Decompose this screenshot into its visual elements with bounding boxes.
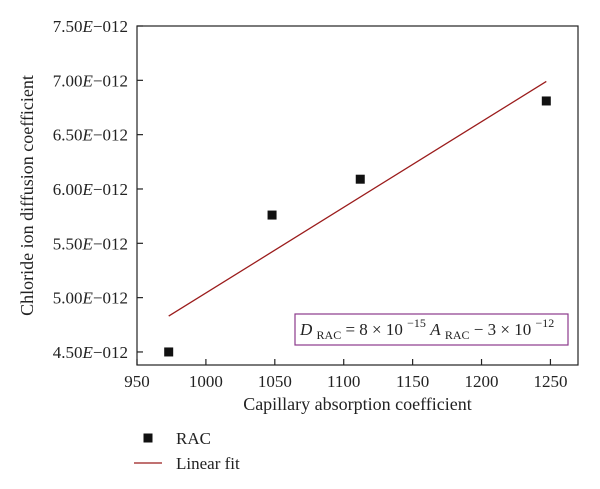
legend: RAC Linear fit [134, 429, 240, 473]
eq-symbol-a: A [429, 320, 441, 339]
y-tick-label: 7.00E−012 [53, 71, 128, 90]
fit-equation-box [294, 313, 569, 346]
eq-symbol-d: D [299, 320, 313, 339]
y-tick-label: 5.00E−012 [53, 289, 128, 308]
y-tick-label: 4.50E−012 [53, 343, 128, 362]
fit-equation: D RAC = 8 × 10 −15 A RAC − 3 × 10 −12 [294, 312, 569, 346]
eq-part-1: = 8 × 10 [345, 320, 402, 339]
rac-data-point [355, 174, 365, 184]
legend-label: Linear fit [176, 454, 240, 473]
eq-exponent-1: −15 [407, 316, 426, 330]
x-tick-label: 1200 [465, 372, 499, 391]
x-tick-label: 1000 [189, 372, 223, 391]
x-tick-label: 1050 [258, 372, 292, 391]
y-tick-label: 5.50E−012 [53, 234, 128, 253]
x-tick-label: 950 [124, 372, 150, 391]
plot-frame [136, 25, 579, 366]
legend-marker-rac [143, 433, 153, 443]
rac-data-point [164, 347, 174, 357]
x-tick-label: 1100 [327, 372, 360, 391]
eq-subscript-d: RAC [317, 328, 342, 342]
x-tick-label: 1150 [396, 372, 429, 391]
x-tick-label: 1250 [533, 372, 567, 391]
y-tick-label: 7.50E−012 [53, 17, 128, 36]
linear-fit-line [168, 80, 547, 317]
x-axis-label: Capillary absorption coefficient [243, 394, 472, 414]
y-tick-label: 6.00E−012 [53, 180, 128, 199]
rac-data-point [267, 210, 277, 220]
fit-equation-text: D RAC = 8 × 10 −15 A RAC − 3 × 10 −12 [299, 312, 554, 343]
legend-label: RAC [176, 429, 211, 448]
eq-part-2: − 3 × 10 [474, 320, 531, 339]
rac-data-point [541, 96, 551, 106]
y-axis-label: Chloride ion diffusion coefficient [17, 75, 37, 316]
y-tick-label: 6.50E−012 [53, 126, 128, 145]
eq-exponent-2: −12 [535, 316, 554, 330]
eq-subscript-a: RAC [445, 328, 470, 342]
